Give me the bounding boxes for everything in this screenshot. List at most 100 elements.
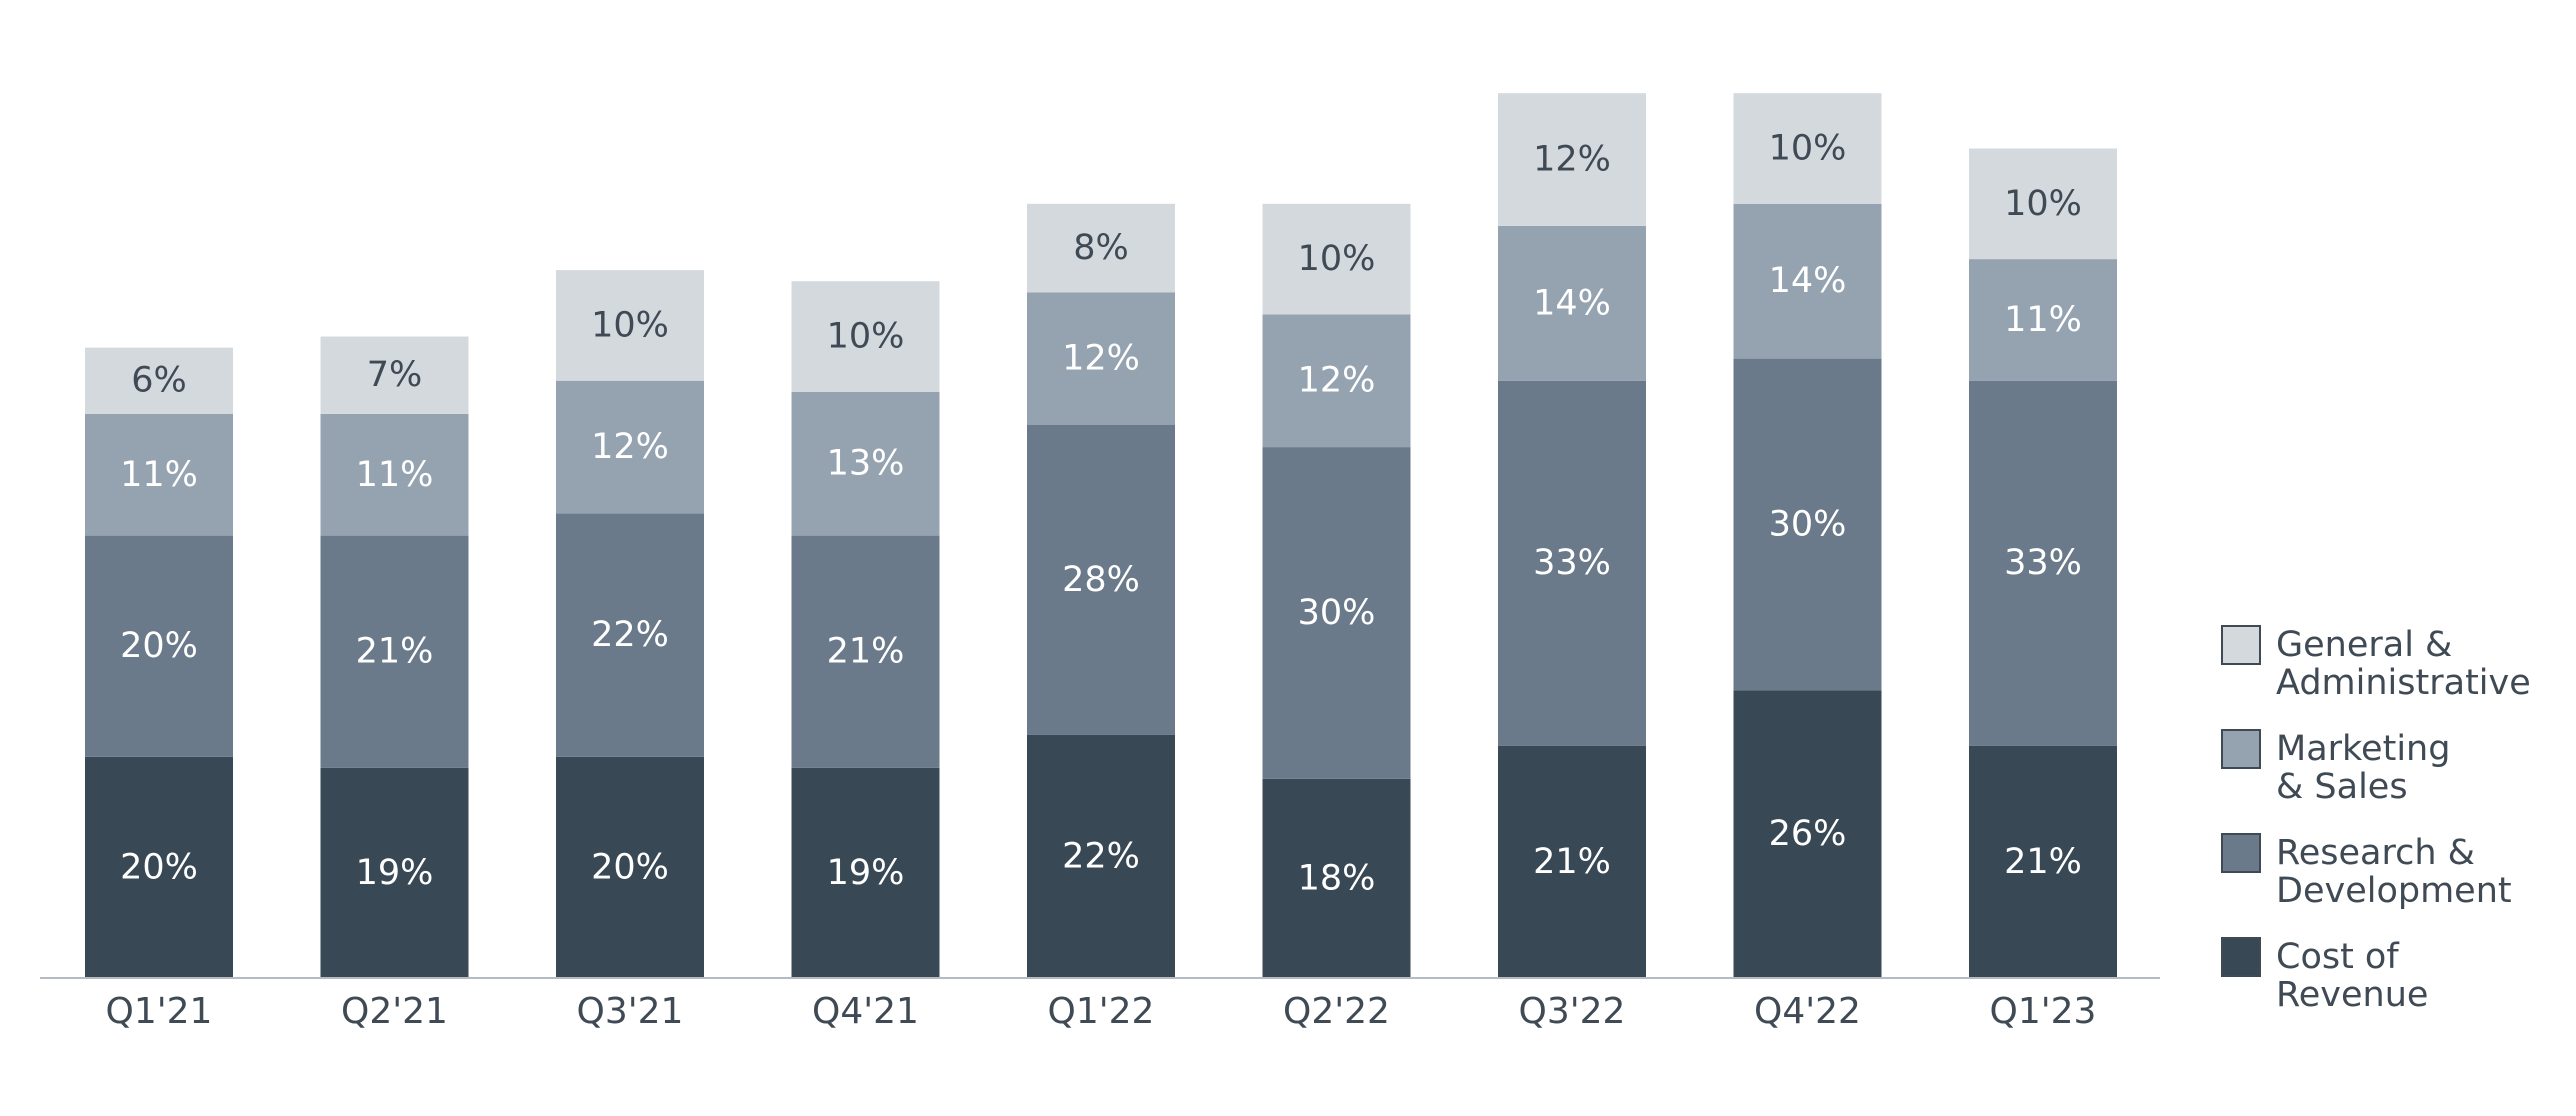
- x-tick-label-q4-22: Q4'22: [1754, 991, 1861, 1032]
- bar-segment-general-administrative-q1-22: [1027, 203, 1175, 293]
- bar-segment-cost-of-revenue-q2-21: [320, 767, 469, 978]
- legend-label-marketing-sales-line-2: & Sales: [2276, 767, 2408, 807]
- data-label-general-administrative-q4-21: 10%: [827, 317, 905, 357]
- bar-segment-cost-of-revenue-q4-21: [791, 767, 940, 978]
- bar-segment-research-development-q3-22: [1498, 380, 1646, 746]
- legend-label-marketing-sales-line-1: Marketing: [2276, 729, 2450, 769]
- bar-segment-research-development-q3-21: [556, 513, 704, 757]
- bar-segment-marketing-sales-q3-21: [556, 380, 704, 514]
- legend-label-cost-of-revenue-line-2: Revenue: [2276, 975, 2428, 1015]
- bar-segment-marketing-sales-q4-22: [1733, 203, 1882, 359]
- x-tick-label-q3-21: Q3'21: [577, 991, 684, 1032]
- bar-segment-research-development-q1-21: [85, 535, 233, 757]
- legend-label-general-administrative-line-1: General &: [2276, 625, 2452, 665]
- data-label-marketing-sales-q3-21: 12%: [591, 427, 669, 467]
- data-label-marketing-sales-q2-21: 11%: [356, 455, 434, 495]
- legend-label-research-development-line-2: Development: [2276, 871, 2512, 911]
- legend-swatch-general-administrative: [2221, 625, 2261, 665]
- bars-group: 20% 20% 11% 6% 19% 21% 11% 7% 20% 22% 12% 10% 19% 21%…: [85, 93, 2117, 978]
- bar-segment-general-administrative-q2-22: [1262, 203, 1411, 315]
- x-tick-label-q1-23: Q1'23: [1990, 991, 2097, 1032]
- bar-segment-general-administrative-q1-23: [1969, 148, 2117, 260]
- bar-segment-marketing-sales-q1-22: [1027, 292, 1175, 425]
- data-label-cost-of-revenue-q2-21: 19%: [356, 853, 434, 893]
- data-label-research-development-q3-21: 22%: [591, 615, 669, 655]
- legend: General &Administrative Marketing& Sales R…: [2221, 625, 2531, 1015]
- bar-segment-cost-of-revenue-q3-21: [556, 756, 704, 978]
- data-label-general-administrative-q3-22: 12%: [1533, 140, 1611, 180]
- bar-segment-research-development-q2-21: [320, 535, 469, 768]
- bar-segment-marketing-sales-q1-21: [85, 413, 233, 536]
- legend-label-cost-of-revenue-line-1: Cost of: [2276, 937, 2399, 977]
- data-label-research-development-q1-21: 20%: [120, 626, 198, 666]
- data-label-marketing-sales-q3-22: 14%: [1533, 283, 1611, 323]
- legend-label-research-development-line-1: Research &: [2276, 833, 2475, 873]
- bar-segment-cost-of-revenue-q3-22: [1498, 745, 1646, 978]
- legend-item-general-administrative: General &Administrative: [2221, 625, 2531, 703]
- x-tick-label-q2-22: Q2'22: [1283, 991, 1390, 1032]
- data-label-research-development-q3-22: 33%: [1533, 543, 1611, 583]
- legend-swatch-marketing-sales: [2221, 729, 2261, 769]
- data-label-marketing-sales-q1-22: 12%: [1062, 339, 1140, 379]
- data-label-cost-of-revenue-q2-22: 18%: [1298, 859, 1376, 899]
- bar-segment-research-development-q4-21: [791, 535, 940, 768]
- legend-item-marketing-sales: Marketing& Sales: [2221, 729, 2450, 807]
- x-tick-labels: Q1'21 Q2'21 Q3'21 Q4'21 Q1'22 Q2'22 Q3'22 Q4'22…: [106, 991, 2097, 1032]
- bar-segment-research-development-q1-23: [1969, 380, 2117, 746]
- legend-swatch-cost-of-revenue: [2221, 937, 2261, 977]
- bar-segment-general-administrative-q4-21: [791, 281, 940, 392]
- x-tick-label-q4-21: Q4'21: [812, 991, 919, 1032]
- x-tick-label-q2-21: Q2'21: [341, 991, 448, 1032]
- bar-segment-cost-of-revenue-q2-22: [1262, 778, 1411, 978]
- bar-segment-cost-of-revenue-q1-21: [85, 756, 233, 978]
- legend-label-general-administrative-line-2: Administrative: [2276, 663, 2531, 703]
- bar-segment-general-administrative-q4-22: [1733, 93, 1882, 204]
- data-label-cost-of-revenue-q4-22: 26%: [1769, 814, 1847, 854]
- bar-segment-marketing-sales-q2-21: [320, 413, 469, 536]
- bar-segment-research-development-q4-22: [1733, 358, 1882, 691]
- data-label-marketing-sales-q1-23: 11%: [2004, 300, 2082, 340]
- data-label-cost-of-revenue-q1-22: 22%: [1062, 836, 1140, 876]
- x-tick-label-q1-22: Q1'22: [1048, 991, 1155, 1032]
- bar-segment-research-development-q1-22: [1027, 425, 1175, 735]
- bar-segment-general-administrative-q2-21: [320, 336, 469, 414]
- data-label-research-development-q2-21: 21%: [356, 632, 434, 672]
- bar-segment-cost-of-revenue-q4-22: [1733, 690, 1882, 978]
- bar-segment-marketing-sales-q1-23: [1969, 259, 2117, 381]
- data-label-cost-of-revenue-q1-21: 20%: [120, 847, 198, 887]
- bar-segment-marketing-sales-q2-22: [1262, 314, 1411, 448]
- data-label-general-administrative-q2-22: 10%: [1298, 239, 1376, 279]
- x-tick-label-q3-22: Q3'22: [1519, 991, 1626, 1032]
- bar-segment-marketing-sales-q4-21: [791, 391, 940, 536]
- data-label-general-administrative-q1-22: 8%: [1073, 228, 1129, 268]
- data-label-general-administrative-q2-21: 7%: [367, 355, 423, 395]
- data-label-general-administrative-q4-22: 10%: [1769, 129, 1847, 169]
- legend-swatch-research-development: [2221, 833, 2261, 873]
- data-label-marketing-sales-q4-22: 14%: [1769, 261, 1847, 301]
- bar-segment-cost-of-revenue-q1-22: [1027, 734, 1175, 978]
- data-label-general-administrative-q1-21: 6%: [131, 361, 187, 401]
- bar-segment-marketing-sales-q3-22: [1498, 225, 1646, 381]
- data-label-research-development-q2-22: 30%: [1298, 593, 1376, 633]
- data-label-marketing-sales-q2-22: 12%: [1298, 361, 1376, 401]
- data-label-general-administrative-q1-23: 10%: [2004, 184, 2082, 224]
- data-label-research-development-q1-23: 33%: [2004, 543, 2082, 583]
- bar-segment-general-administrative-q3-21: [556, 270, 704, 381]
- x-tick-label-q1-21: Q1'21: [106, 991, 213, 1032]
- data-label-research-development-q1-22: 28%: [1062, 560, 1140, 600]
- data-label-marketing-sales-q1-21: 11%: [120, 455, 198, 495]
- data-label-cost-of-revenue-q4-21: 19%: [827, 853, 905, 893]
- data-label-research-development-q4-21: 21%: [827, 632, 905, 672]
- data-label-cost-of-revenue-q3-22: 21%: [1533, 842, 1611, 882]
- data-label-marketing-sales-q4-21: 13%: [827, 444, 905, 484]
- data-label-cost-of-revenue-q3-21: 20%: [591, 847, 669, 887]
- bar-segment-cost-of-revenue-q1-23: [1969, 745, 2117, 978]
- legend-item-research-development: Research &Development: [2221, 833, 2512, 911]
- data-label-research-development-q4-22: 30%: [1769, 505, 1847, 545]
- data-label-general-administrative-q3-21: 10%: [591, 305, 669, 345]
- bar-segment-general-administrative-q1-21: [85, 347, 233, 414]
- bar-segment-research-development-q2-22: [1262, 447, 1411, 779]
- data-label-cost-of-revenue-q1-23: 21%: [2004, 842, 2082, 882]
